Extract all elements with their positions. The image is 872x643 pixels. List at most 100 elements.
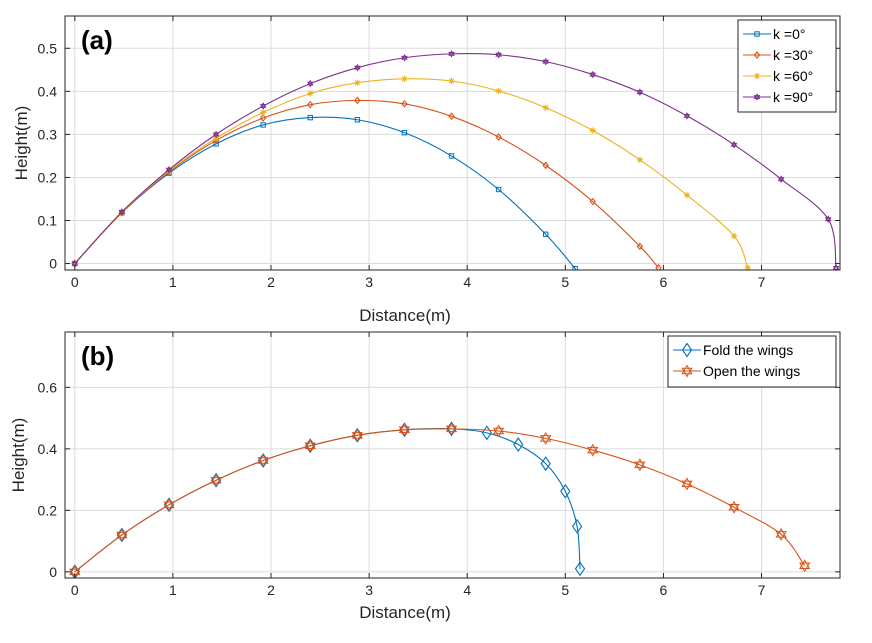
data-point <box>542 57 549 64</box>
data-point <box>307 90 314 97</box>
data-point <box>398 426 411 437</box>
data-point <box>210 476 222 487</box>
data-point <box>305 438 316 454</box>
data-point <box>165 167 173 174</box>
data-point <box>574 561 586 577</box>
data-point <box>728 500 740 511</box>
data-point <box>398 423 411 434</box>
series-line-2 <box>74 78 749 269</box>
panel-a: 0 1 2 3 4 5 6 7 0 0.1 0.2 0.3 0.4 0.5 Distance(m) Heigh… <box>12 15 841 325</box>
data-point <box>824 215 832 222</box>
data-point <box>354 65 361 72</box>
legend-marker <box>681 367 693 378</box>
legend-label-2: k =60° <box>773 68 813 84</box>
x-tick-label: 4 <box>463 582 471 598</box>
data-point <box>165 165 173 172</box>
data-point <box>655 263 662 270</box>
data-point <box>71 259 79 266</box>
data-point <box>354 63 361 70</box>
data-point <box>513 437 524 453</box>
data-point <box>213 141 219 147</box>
data-point <box>824 217 832 224</box>
data-point <box>540 435 552 445</box>
data-point <box>401 55 408 62</box>
y-tick-label: 0.6 <box>38 379 58 395</box>
data-point <box>71 261 79 268</box>
panel-label: (b) <box>81 341 114 371</box>
data-point <box>352 427 363 443</box>
legend-label-0: Fold the wings <box>703 342 793 358</box>
data-point <box>683 113 691 120</box>
legend-marker-1 <box>753 51 761 59</box>
data-point <box>681 480 693 491</box>
data-point <box>587 446 599 457</box>
y-tick-label: 0.4 <box>38 441 58 457</box>
data-point <box>448 112 455 121</box>
data-point <box>163 501 175 512</box>
y-tick-label: 0.2 <box>38 502 58 518</box>
axes-box <box>64 15 841 271</box>
legend-label-3: k =90° <box>773 89 813 105</box>
legend: k =0° k =30° k =60° k =90° <box>737 19 837 113</box>
data-point <box>542 104 549 111</box>
data-point <box>587 443 599 454</box>
data-point <box>589 72 597 79</box>
legend-marker <box>681 342 693 358</box>
legend-marker-3 <box>753 93 761 101</box>
data-point <box>118 208 126 214</box>
data-point <box>636 156 644 163</box>
data-point <box>118 209 126 216</box>
data-point <box>495 52 502 59</box>
data-point <box>542 59 549 66</box>
data-point <box>730 232 738 240</box>
data-point <box>634 461 646 472</box>
y-tick-label: 0.5 <box>38 40 58 56</box>
data-point <box>775 531 787 541</box>
x-axis-label: Distance(m) <box>359 603 451 622</box>
legend: Fold the wings Open the wings <box>667 335 837 388</box>
y-axis-label: Height(m) <box>12 106 31 181</box>
data-point <box>540 456 551 472</box>
legend-marker <box>753 72 761 80</box>
data-point <box>351 432 363 442</box>
data-point <box>212 132 220 139</box>
data-point <box>589 127 596 134</box>
data-point <box>354 96 361 105</box>
legend-marker <box>753 95 761 101</box>
legend-box <box>667 335 837 388</box>
x-tick-label: 6 <box>660 274 668 290</box>
data-point <box>259 114 267 122</box>
legend-marker-2 <box>753 72 761 80</box>
data-point <box>401 75 408 83</box>
data-point <box>212 135 220 142</box>
data-point <box>492 427 505 438</box>
data-point <box>448 153 455 159</box>
data-point <box>636 90 644 97</box>
x-tick-label: 5 <box>561 274 569 290</box>
data-point <box>163 498 175 509</box>
data-point <box>448 50 455 56</box>
data-point <box>492 424 505 435</box>
y-tick-label: 0 <box>49 256 57 272</box>
series-group <box>69 421 811 578</box>
data-point <box>572 266 578 270</box>
legend-marker-0 <box>754 31 760 37</box>
plot-area <box>65 16 840 270</box>
axes-box <box>64 331 841 579</box>
data-point <box>445 425 458 436</box>
data-point <box>307 100 314 109</box>
data-point <box>495 133 502 141</box>
y-tick-label: 0.1 <box>38 212 58 228</box>
data-point <box>306 79 314 86</box>
data-point <box>401 53 408 60</box>
y-tick-label: 0.3 <box>38 126 58 142</box>
data-point <box>775 527 787 538</box>
legend-marker <box>753 51 761 59</box>
data-point <box>354 117 361 123</box>
y-axis-label: Height(m) <box>9 418 28 493</box>
data-point <box>259 104 267 110</box>
data-point <box>495 50 502 57</box>
x-tick-label: 3 <box>365 274 373 290</box>
data-point <box>777 175 785 182</box>
data-point <box>571 518 583 534</box>
